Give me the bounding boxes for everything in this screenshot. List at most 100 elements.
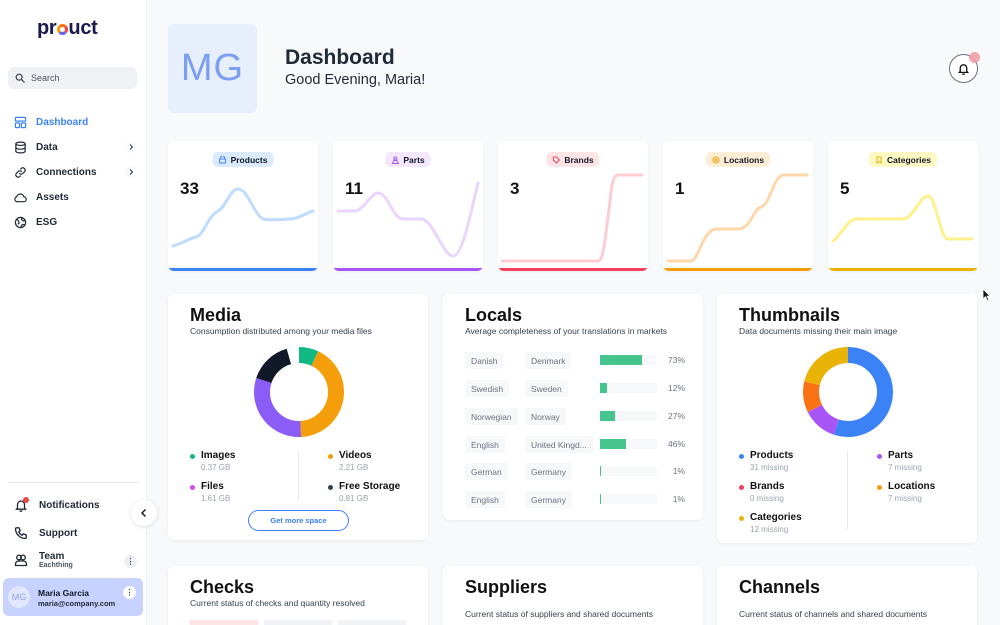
stat-accent-bar <box>333 268 483 271</box>
sidebar-item-data[interactable]: Data <box>0 135 147 160</box>
sparkline <box>336 181 480 258</box>
locale-row[interactable]: German Germany 1% <box>465 463 685 480</box>
sidebar-item-esg[interactable]: ESG <box>0 210 147 235</box>
sidebar-item-notifications[interactable]: Notifications <box>14 497 100 512</box>
progress-track <box>600 411 657 421</box>
sidebar-item-connections[interactable]: Connections <box>0 160 147 185</box>
stat-card-products[interactable]: Products 33 <box>168 141 318 271</box>
legend-dot <box>877 454 882 459</box>
phone-icon <box>14 527 27 540</box>
stat-card-locations[interactable]: Locations 1 <box>663 141 813 271</box>
sidebar-item-label: Notifications <box>39 499 100 511</box>
cloud-icon <box>14 193 27 203</box>
stat-value: 1 <box>675 179 685 198</box>
sidebar-item-dashboard[interactable]: Dashboard <box>0 110 147 135</box>
user-avatar: MG <box>8 586 30 608</box>
locale-row[interactable]: Norwegian Norway 27% <box>465 408 685 425</box>
language-chip: English <box>465 436 505 453</box>
chevron-right-icon[interactable] <box>125 141 137 153</box>
team-more-button[interactable]: ⋮ <box>124 555 137 568</box>
progress-fill <box>600 494 601 504</box>
team-icon <box>14 554 28 567</box>
checks-panel: Checks Current status of checks and quan… <box>168 566 428 625</box>
locale-row[interactable]: Danish Denmark 73% <box>465 352 685 369</box>
user-card[interactable]: MG Maria Garcia maria@company.com ⋮ <box>3 578 143 616</box>
stat-accent-bar <box>168 268 318 271</box>
bell-icon <box>15 500 27 512</box>
user-name: Maria Garcia <box>38 588 90 598</box>
language-chip: Norwegian <box>465 408 518 425</box>
chevron-right-icon[interactable] <box>125 166 137 178</box>
sparkline <box>500 173 644 263</box>
progress-fill <box>600 466 601 476</box>
database-icon <box>15 141 26 154</box>
kebab-icon: ⋮ <box>126 557 135 566</box>
legend-name: Brands <box>750 481 785 492</box>
stat-value: 3 <box>510 179 520 198</box>
legend-name: Categories <box>750 512 802 523</box>
stat-value: 33 <box>180 179 199 198</box>
locale-row[interactable]: English United Kingd... 46% <box>465 436 685 453</box>
user-more-button[interactable]: ⋮ <box>123 586 136 599</box>
legend-divider <box>298 451 299 499</box>
stat-card-categories[interactable]: Categories 5 <box>828 141 978 271</box>
legend-name: Images <box>201 450 236 461</box>
market-chip: Denmark <box>525 352 572 369</box>
thumbnails-donut-chart <box>803 347 893 437</box>
sidebar-item-team[interactable]: Team Eachthing <box>14 551 73 569</box>
panel-description: Current status of channels and shared do… <box>739 609 928 619</box>
progress-track <box>600 439 657 449</box>
language-chip: German <box>465 463 508 480</box>
legend-name: Videos <box>339 450 372 461</box>
notification-badge <box>23 497 29 503</box>
panel-description: Average completeness of your translation… <box>465 326 668 336</box>
sidebar-item-label: Connections <box>36 167 97 178</box>
stat-label: Categories <box>887 154 931 165</box>
search-input[interactable] <box>31 73 131 83</box>
stat-pill: Parts <box>385 152 431 167</box>
get-more-space-button[interactable]: Get more space <box>248 510 349 531</box>
stat-card-brands[interactable]: Brands 3 <box>498 141 648 271</box>
media-panel: Media Consumption distributed among your… <box>168 294 428 540</box>
legend-dot <box>739 454 744 459</box>
suppliers-panel: Suppliers Current status of suppliers an… <box>443 566 703 625</box>
stat-pill: Products <box>212 152 274 167</box>
team-subtitle: Eachthing <box>39 562 73 569</box>
kebab-icon: ⋮ <box>125 588 134 597</box>
sidebar-nav: Dashboard Data Connections Assets ESG <box>0 110 147 235</box>
sidebar-item-support[interactable]: Support <box>14 526 77 540</box>
progress-fill <box>600 411 616 421</box>
sidebar-item-label: Dashboard <box>36 117 89 128</box>
progress-percent: 73% <box>667 355 685 365</box>
progress-track <box>600 355 657 365</box>
search-box[interactable] <box>8 67 137 89</box>
legend-value: 0.81 GB <box>339 494 369 503</box>
stat-pill: Locations <box>705 152 771 167</box>
progress-fill <box>600 355 642 365</box>
check-status-bar <box>264 620 332 625</box>
media-donut-chart <box>254 347 344 437</box>
market-chip: Germany <box>525 491 572 508</box>
page-title: Dashboard <box>285 46 395 69</box>
progress-percent: 27% <box>667 411 685 421</box>
language-chip: English <box>465 491 505 508</box>
collapse-sidebar-button[interactable] <box>131 500 157 526</box>
box-icon <box>219 155 227 163</box>
notifications-button[interactable] <box>949 52 980 83</box>
sidebar-item-assets[interactable]: Assets <box>0 185 147 210</box>
sidebar-divider <box>8 482 138 483</box>
stat-card-parts[interactable]: Parts 11 <box>333 141 483 271</box>
language-chip: Danish <box>465 352 504 369</box>
progress-percent: 1% <box>672 466 685 476</box>
progress-percent: 46% <box>667 439 685 449</box>
market-chip: United Kingd... <box>525 436 593 453</box>
locale-row[interactable]: Swedish Sweden 12% <box>465 380 685 397</box>
logo[interactable]: pr uct <box>37 17 98 39</box>
legend-dot <box>877 485 882 490</box>
stat-label: Products <box>230 154 268 165</box>
locale-row[interactable]: English Germany 1% <box>465 491 685 508</box>
legend-dot <box>739 485 744 490</box>
progress-percent: 1% <box>672 494 685 504</box>
legend-value: 0 missing <box>750 494 784 503</box>
